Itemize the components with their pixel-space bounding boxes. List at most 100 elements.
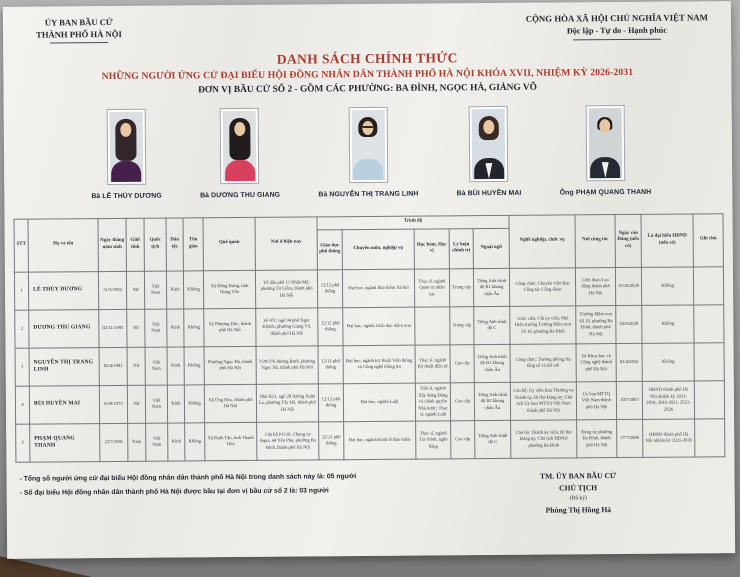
table-cell: Việt Nam xyxy=(145,422,168,462)
table-cell: Không xyxy=(184,384,205,423)
candidate-photo xyxy=(219,107,260,184)
table-cell: 2 xyxy=(14,309,30,349)
table-cell: HĐND thành phố Hà Nội nhiệm kỳ 2021-2026 xyxy=(642,418,695,458)
table-cell: Trung cấp xyxy=(449,306,475,345)
document-sheet: ỦY BAN BẦU CỬ THÀNH PHỐ HÀ NỘI CỘNG HÒA … xyxy=(2,1,736,559)
candidate-figure: Bà NGUYỄN THỊ TRANG LINH xyxy=(318,106,419,199)
table-cell: 12/12 phổ thông xyxy=(317,307,344,346)
table-cell: Đại học, ngành Bảo hiểm Xã hội xyxy=(342,268,415,308)
column-header: STT xyxy=(14,218,29,273)
column-header: Là đại biểu HĐND (nếu có) xyxy=(641,213,694,268)
table-cell: 31/5/1992 xyxy=(98,271,127,310)
table-cell: Phường Ngọc Hà, thành phố Hà Nội xyxy=(204,346,257,385)
candidate-photo xyxy=(468,105,509,183)
table-cell: Tiếng Anh trình độ C xyxy=(473,306,511,345)
portrait-image xyxy=(588,107,622,179)
candidate-caption: Ông PHẠM QUANG THANH xyxy=(559,188,652,197)
table-cell: Không xyxy=(642,342,695,382)
table-cell: 7/29/376 đường Bưởi, phường Ngọc Hà, thà… xyxy=(256,345,319,385)
face-shape xyxy=(120,122,132,137)
column-header: Giáo dục phổ thông xyxy=(317,229,343,270)
table-cell: Nam xyxy=(127,423,146,462)
candidate-photo xyxy=(348,106,388,183)
seats-note: - Số đại biểu Hội đồng nhân dân thành ph… xyxy=(19,487,329,497)
table-cell: Tiếng Anh trình độ B1 khung châu Âu xyxy=(473,268,510,307)
table-cell: 12/12 phổ thông xyxy=(318,345,344,384)
table-cell: Ủy ban MTTQ Việt Nam thành phố Hà Nội xyxy=(576,381,617,420)
table-cell xyxy=(694,342,725,381)
table-cell: Kinh xyxy=(167,422,185,461)
table-cell: Kinh xyxy=(166,308,185,347)
table-cell: Tiếng Anh trình độ C xyxy=(474,420,511,459)
table-cell: Nữ xyxy=(127,347,146,386)
candidate-caption: Bà DƯƠNG THU GIANG xyxy=(200,191,281,200)
table-cell: Xã Phượng Dực, thành phố Hà Nội xyxy=(203,308,257,347)
column-header: Quốc tịch xyxy=(144,217,167,272)
column-header: Ngoại ngữ xyxy=(473,228,510,269)
table-cell: 15/10/2020 xyxy=(615,267,642,306)
clothing-shape xyxy=(224,159,256,181)
table-cell xyxy=(693,304,725,343)
table-cell: Không xyxy=(183,308,205,347)
portrait-image xyxy=(109,111,143,182)
table-cell: Cao cấp xyxy=(450,420,475,459)
column-header: Nơi ở hiện nay xyxy=(255,216,318,271)
issuing-org-block: ỦY BAN BẦU CỬ THÀNH PHỐ HÀ NỘI xyxy=(36,16,122,44)
motto-underline xyxy=(572,38,661,41)
table-cell: Thạc sĩ, ngành Kỹ thuật điện tử xyxy=(415,344,451,383)
candidate-caption: Bà LÊ THÙY DƯƠNG xyxy=(91,192,162,200)
table-cell: Tiếng Anh trình độ B2 khung châu Âu xyxy=(474,382,511,421)
table-cell: Căn hộ P1110, Chung cư Aqua, 44 Yên Phụ,… xyxy=(256,421,319,461)
candidate-figure: Ông PHẠM QUANG THANH xyxy=(559,104,652,197)
table-cell: Cao cấp xyxy=(450,344,475,383)
portrait-image xyxy=(222,110,257,181)
table-cell: 22/7/1981 xyxy=(99,423,128,462)
candidate-figure: Bà DƯƠNG THU GIANG xyxy=(199,107,280,199)
candidate-name-cell: DƯƠNG THU GIANG xyxy=(28,309,100,348)
table-cell: Đại học, ngành Kinh tế Bảo hiểm xyxy=(343,420,416,460)
table-cell: Xã Đông Hưng, tỉnh Hưng Yên xyxy=(203,270,256,309)
document-footer: - Tổng số người ứng cử đại biểu Hội đồng… xyxy=(15,464,725,520)
signature-block: TM. ỦY BAN BẦU CỬ CHỦ TỊCH (Đã ký) Phùng… xyxy=(450,464,705,517)
table-cell: Nhà H21, ngõ 28 đường Xuân La, phường Tâ… xyxy=(256,383,319,423)
candidate-name-cell: NGUYỄN THỊ TRANG LINH xyxy=(29,347,100,386)
table-cell xyxy=(694,380,725,419)
table-cell: Số 47C ngõ 94 phố Ngọc Khánh, phường Giả… xyxy=(255,307,319,347)
table-cell: Công chức; Chuyên viên Ban Công tác Công… xyxy=(509,267,576,307)
table-cell: Không xyxy=(183,270,204,309)
table-cell: Thạc sĩ, ngành Quản trị nhân lực xyxy=(414,268,450,307)
table-cell: Việt Nam xyxy=(144,308,168,348)
org-line1: ỦY BAN BẦU CỬ xyxy=(44,17,113,28)
table-cell: Việt Nam xyxy=(145,346,168,386)
candidate-figure: Bà BÙI HUYỀN MAI xyxy=(456,105,521,197)
table-cell: 1 xyxy=(14,271,29,311)
face-shape xyxy=(234,121,246,136)
table-cell: Tổ dân phố 13 Nhân Mỹ, phường Từ Liêm, t… xyxy=(255,269,318,309)
column-header: Nghề nghiệp, chức vụ xyxy=(509,214,576,269)
table-cell xyxy=(414,306,451,345)
candidate-caption: Bà NGUYỄN THỊ TRANG LINH xyxy=(318,190,419,199)
table-cell: Đảng ủy phường Ba Đình, thành phố Hà Nội xyxy=(576,419,617,458)
table-cell xyxy=(694,418,725,457)
table-cell: Thạc sĩ, ngành Tài chính, ngân hàng xyxy=(415,420,451,459)
national-motto-block: CỘNG HÒA XÃ HỘI CHỦ NGHĨA VIỆT NAM Độc l… xyxy=(526,11,708,41)
candidate-name-cell: BÙI HUYỀN MAI xyxy=(29,385,100,424)
table-row: 3 NGUYỄN THỊ TRANG LINH 05/4/1981 Nữ Việt Na… xyxy=(15,342,725,387)
column-header: Ghi chú xyxy=(693,213,724,267)
table-cell: Xã Định Tân, tỉnh Thanh Hóa xyxy=(204,422,257,461)
table-row: 1 LÊ THÙY DƯƠNG 31/5/1992 Nữ Việt Nam Kinh Khô… xyxy=(14,266,724,311)
candidate-figure: Bà LÊ THÙY DƯƠNG xyxy=(91,108,162,200)
table-cell: Không xyxy=(184,422,205,461)
clothing-shape xyxy=(111,160,142,182)
table-cell: 12/12 phổ thông xyxy=(318,421,344,460)
glasses-shape xyxy=(362,125,374,128)
org-underline xyxy=(49,42,108,44)
table-cell: 4 xyxy=(15,385,30,425)
column-header: Dân tộc xyxy=(166,217,184,271)
national-line2: Độc lập - Tự do - Hạnh phúc xyxy=(566,25,668,36)
table-cell xyxy=(693,266,724,305)
candidate-photo xyxy=(106,108,146,185)
table-cell: Đại học, ngành Kỹ thuật Viễn thông và Cô… xyxy=(343,344,416,384)
table-cell: Nữ xyxy=(126,309,146,348)
column-header: Chuyên môn, nghiệp vụ xyxy=(342,228,415,270)
